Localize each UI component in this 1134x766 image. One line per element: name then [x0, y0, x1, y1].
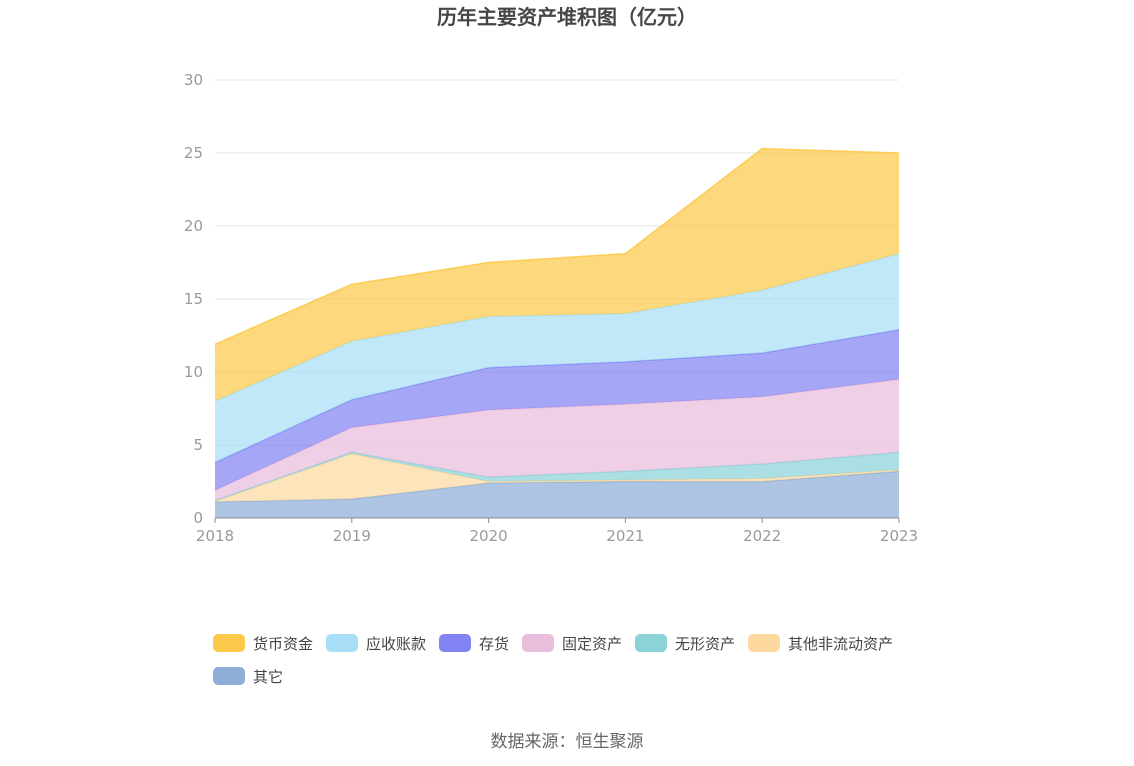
- legend-label: 其它: [253, 668, 283, 686]
- x-tick-label: 2023: [880, 527, 918, 545]
- area-series-货币资金: [215, 148, 899, 402]
- legend-label: 货币资金: [253, 635, 313, 653]
- legend-label: 无形资产: [675, 635, 735, 653]
- legend-swatch: [213, 667, 245, 685]
- legend-label: 存货: [479, 635, 509, 653]
- legend-item-其它[interactable]: 其它: [213, 667, 283, 686]
- legend-swatch: [326, 634, 358, 652]
- legend-item-货币资金[interactable]: 货币资金: [213, 634, 313, 653]
- data-source: 数据来源：恒生聚源: [491, 732, 644, 752]
- area-series-应收账款: [215, 253, 899, 463]
- chart-title: 历年主要资产堆积图（亿元）: [437, 5, 697, 29]
- x-tick-label: 2018: [196, 527, 234, 545]
- y-tick-label: 20: [184, 217, 203, 235]
- legend-label: 其他非流动资产: [788, 635, 893, 653]
- area-series-无形资产: [215, 452, 899, 502]
- y-tick-label: 15: [184, 290, 203, 308]
- y-tick-label: 0: [193, 509, 203, 527]
- legend-swatch: [213, 634, 245, 652]
- legend-swatch: [748, 634, 780, 652]
- x-tick-label: 2019: [333, 527, 371, 545]
- y-tick-label: 25: [184, 144, 203, 162]
- legend-item-其他非流动资产[interactable]: 其他非流动资产: [748, 634, 893, 653]
- y-tick-label: 5: [193, 436, 203, 454]
- x-tick-label: 2020: [470, 527, 508, 545]
- legend-swatch: [439, 634, 471, 652]
- x-tick-label: 2021: [606, 527, 644, 545]
- legend-label: 应收账款: [366, 635, 426, 653]
- area-series-存货: [215, 329, 899, 491]
- area-series-其他非流动资产: [215, 453, 899, 502]
- legend-item-固定资产[interactable]: 固定资产: [522, 634, 622, 653]
- area-series-固定资产: [215, 379, 899, 501]
- legend-swatch: [522, 634, 554, 652]
- legend-item-应收账款[interactable]: 应收账款: [326, 634, 426, 653]
- legend-item-无形资产[interactable]: 无形资产: [635, 634, 735, 653]
- legend-swatch: [635, 634, 667, 652]
- area-series-group: [214, 147, 900, 518]
- y-tick-label: 10: [184, 363, 203, 381]
- x-axis-ticks: 2018 2019 2020 2021 2022 2023: [196, 518, 918, 545]
- y-axis-ticks: 0 5 10 15 20 25 30: [184, 71, 203, 527]
- area-series-其它: [215, 471, 899, 518]
- y-tick-label: 30: [184, 71, 203, 89]
- area-edge-货币资金: [214, 147, 900, 345]
- legend-item-存货[interactable]: 存货: [439, 634, 509, 653]
- x-tick-label: 2022: [743, 527, 781, 545]
- legend-label: 固定资产: [562, 635, 622, 653]
